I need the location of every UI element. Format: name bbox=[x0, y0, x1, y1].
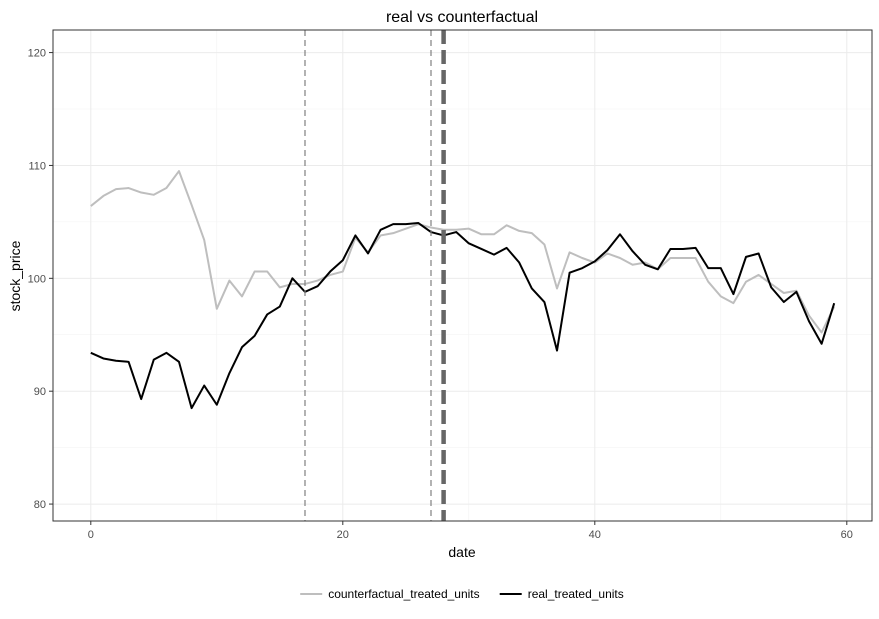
legend-item: counterfactual_treated_units bbox=[300, 587, 480, 601]
x-axis-title: date bbox=[448, 544, 475, 560]
x-tick-label: 20 bbox=[337, 529, 349, 541]
y-tick-label: 90 bbox=[34, 386, 46, 398]
x-tick-label: 40 bbox=[589, 529, 601, 541]
y-tick-label: 80 bbox=[34, 499, 46, 511]
series-line-counterfactual_treated_units bbox=[90, 170, 836, 334]
legend-label: counterfactual_treated_units bbox=[328, 587, 479, 601]
legend: counterfactual_treated_units real_treated… bbox=[300, 587, 624, 601]
y-tick-label: 120 bbox=[28, 48, 46, 60]
y-axis-title: stock_price bbox=[7, 240, 23, 311]
plot-area: 0 20 40 60 80 90 100 110 120 bbox=[28, 29, 873, 541]
legend-item: real_treated_units bbox=[499, 587, 624, 601]
chart-title: real vs counterfactual bbox=[386, 9, 538, 26]
panel-border bbox=[52, 29, 873, 522]
y-tick-label: 100 bbox=[28, 273, 46, 285]
legend-label: real_treated_units bbox=[528, 587, 624, 601]
series-line-real_treated_units bbox=[90, 222, 836, 410]
y-tick-label: 110 bbox=[28, 160, 46, 172]
x-tick-label: 0 bbox=[88, 529, 94, 541]
x-tick-label: 60 bbox=[841, 529, 853, 541]
